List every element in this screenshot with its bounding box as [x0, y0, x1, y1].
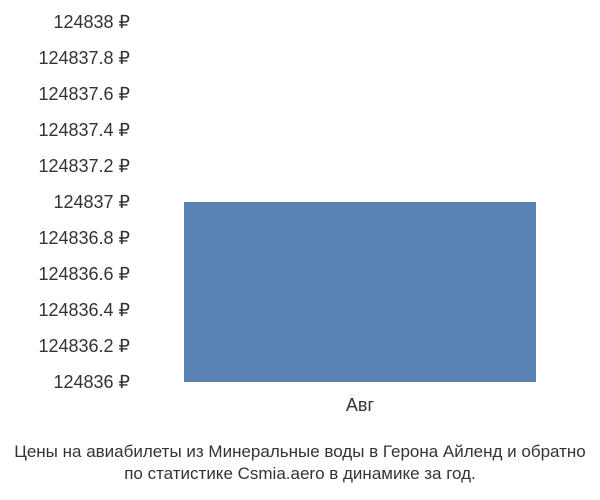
caption-line-1: Цены на авиабилеты из Минеральные воды в…: [0, 442, 600, 462]
y-tick-label: 124836.8 ₽: [0, 229, 130, 247]
bar-Авг: [184, 202, 536, 382]
y-tick-label: 124836.2 ₽: [0, 337, 130, 355]
y-tick-label: 124837 ₽: [0, 193, 130, 211]
caption-line-2: по статистике Csmia.aero в динамике за г…: [0, 464, 600, 484]
y-tick-label: 124837.4 ₽: [0, 121, 130, 139]
y-tick-label: 124837.6 ₽: [0, 85, 130, 103]
plot-area: [140, 22, 580, 382]
y-tick-label: 124838 ₽: [0, 13, 130, 31]
y-tick-label: 124836 ₽: [0, 373, 130, 391]
price-chart: 124838 ₽ 124837.8 ₽ 124837.6 ₽ 124837.4 ₽ 12…: [0, 0, 600, 420]
x-tick-label: Авг: [346, 395, 374, 416]
y-tick-label: 124837.8 ₽: [0, 49, 130, 67]
y-axis: 124838 ₽124837.8 ₽124837.6 ₽124837.4 ₽12…: [0, 22, 130, 382]
y-tick-label: 124836.6 ₽: [0, 265, 130, 283]
y-tick-label: 124836.4 ₽: [0, 301, 130, 319]
y-tick-label: 124837.2 ₽: [0, 157, 130, 175]
